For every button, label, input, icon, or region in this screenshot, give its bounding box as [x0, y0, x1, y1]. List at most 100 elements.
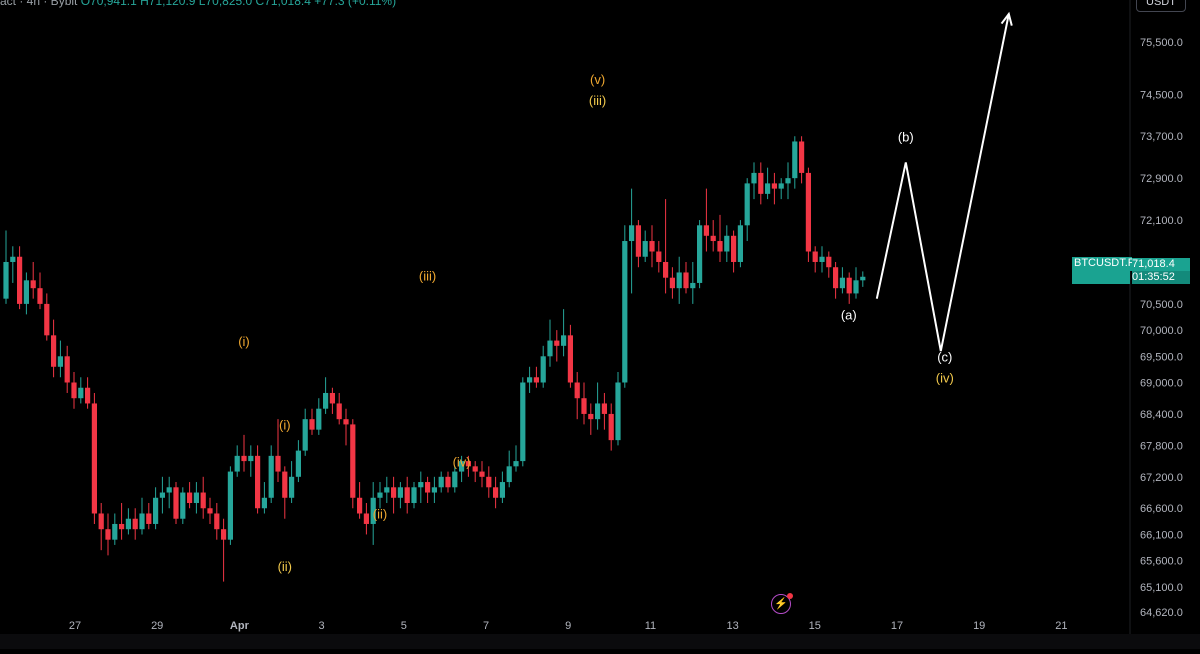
candle [744, 178, 750, 242]
candle-body [540, 356, 546, 383]
candle [377, 482, 383, 509]
y-tick-label: 72,100.0 [1140, 215, 1183, 227]
candle [261, 482, 267, 514]
candle-body [30, 280, 36, 289]
candle [506, 450, 512, 488]
candle-body [268, 455, 274, 498]
wave-label: (ii) [373, 507, 387, 522]
candle-body [289, 476, 295, 498]
candle-body [193, 492, 199, 504]
candle [819, 246, 825, 273]
candle-body [146, 513, 152, 524]
candle-body [683, 272, 689, 289]
candle [3, 230, 9, 304]
candle [561, 309, 567, 357]
candle [112, 513, 118, 545]
candle-body [663, 261, 669, 278]
candle [91, 392, 97, 524]
y-tick-label: 69,000.0 [1140, 377, 1183, 389]
candle-body [853, 280, 859, 294]
candle [51, 319, 57, 378]
candle-body [425, 482, 431, 493]
candle-body [180, 492, 186, 519]
candle-body [561, 335, 567, 346]
wave-label: (v) [590, 72, 605, 87]
candle-body [472, 466, 478, 472]
y-tick-label: 70,500.0 [1140, 299, 1183, 311]
candle [465, 455, 471, 477]
candle-body [785, 178, 791, 184]
candle-body [275, 455, 281, 472]
candle-body [438, 476, 444, 488]
candle [227, 466, 233, 545]
candle [860, 271, 866, 287]
candle-body [533, 377, 539, 383]
candle-body [302, 419, 308, 451]
candle-body [506, 466, 512, 483]
candle-body [615, 382, 621, 441]
candle-body [248, 455, 254, 462]
x-tick-label: 9 [565, 620, 571, 632]
candle [139, 497, 145, 535]
header-text: act · 4h · Bybit [0, 0, 78, 8]
candle-body [78, 387, 84, 399]
candle [717, 214, 723, 262]
candle [601, 392, 607, 430]
candle [309, 408, 315, 435]
lightning-icon[interactable]: ⚡ [771, 593, 793, 614]
candle-body [731, 235, 737, 262]
wave-label: (iii) [419, 268, 436, 283]
candle-body [601, 403, 607, 414]
candle-body [323, 392, 329, 409]
candle-body [656, 251, 662, 262]
candle-body [370, 497, 376, 524]
candle-body [316, 408, 322, 430]
candle-body [139, 513, 145, 530]
candle-body [3, 261, 9, 299]
candle [98, 503, 104, 551]
wave-label: (iv) [936, 370, 954, 385]
wave-label: (ii) [278, 559, 292, 574]
candle-body [221, 529, 227, 540]
candle [343, 408, 349, 446]
currency-button[interactable]: USDT [1136, 0, 1186, 12]
candle [391, 476, 397, 514]
candle [370, 482, 376, 545]
x-tick-label: 11 [645, 620, 656, 632]
candle-body [493, 487, 499, 498]
candle-body [112, 523, 118, 540]
candle [316, 398, 322, 435]
candle [805, 167, 811, 262]
candle [10, 246, 16, 283]
candle-body [554, 340, 560, 346]
candle [690, 261, 696, 304]
time-axis-background [0, 634, 1200, 649]
candle [166, 476, 172, 509]
candle-body [166, 487, 172, 493]
candle-body [377, 492, 383, 498]
x-tick-label: 7 [483, 620, 489, 632]
candle [125, 508, 131, 535]
candle [479, 461, 485, 488]
candle [268, 445, 274, 504]
x-tick-label: 29 [151, 620, 163, 632]
price-tag-symbol: BTCUSDT.P [1072, 257, 1136, 271]
candle-body [846, 277, 852, 294]
y-tick-label: 75,500.0 [1140, 37, 1183, 49]
candle [540, 345, 546, 388]
candle-body [717, 241, 723, 252]
y-tick-label: 64,620.0 [1140, 607, 1183, 619]
x-tick-label: 15 [809, 620, 821, 632]
candle [105, 513, 111, 556]
candle-body [527, 377, 533, 383]
candle [438, 471, 444, 493]
candle-body [261, 497, 267, 509]
candle-body [391, 487, 397, 498]
candle-body [397, 487, 403, 498]
candle [567, 324, 573, 388]
candle-body [132, 518, 138, 530]
candle-body [792, 141, 798, 179]
candle-body [200, 492, 206, 509]
